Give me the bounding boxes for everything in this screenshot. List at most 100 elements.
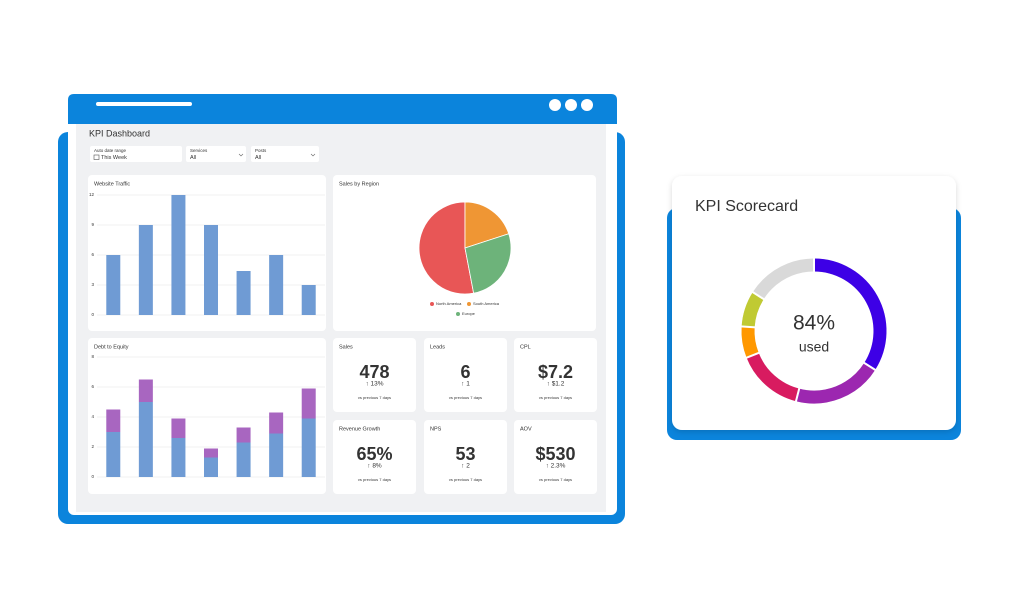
y-tick-label: 6 xyxy=(91,384,94,389)
pie-slice xyxy=(464,201,510,249)
filter-box[interactable] xyxy=(90,146,182,162)
kpi-title: AOV xyxy=(520,426,532,432)
filter-label: Auto date range xyxy=(94,148,127,153)
bar-segment xyxy=(138,402,153,477)
y-tick-label: 0 xyxy=(91,474,94,479)
kpi-cards: Sales 478↑ 13% vs previous 7 days Leads 6↑ 1… xyxy=(333,338,597,494)
window-dot xyxy=(565,99,577,111)
kpi-value: 53 xyxy=(455,444,475,464)
scorecard-card xyxy=(672,176,956,430)
bar-segment xyxy=(106,432,121,477)
y-tick-label: 8 xyxy=(91,354,94,359)
address-bar xyxy=(96,102,192,106)
bar-segment xyxy=(236,427,251,443)
kpi-card xyxy=(514,420,597,494)
kpi-value: 65% xyxy=(356,444,392,464)
bar-segment xyxy=(301,388,316,419)
kpi-title: Sales xyxy=(339,344,353,350)
kpi-value: 478 xyxy=(359,362,389,382)
filter-value: All xyxy=(255,155,261,161)
scorecard-caption: used xyxy=(799,339,829,355)
kpi-change: ↑ 2 xyxy=(461,463,470,470)
dashboard-title: KPI Dashboard xyxy=(89,128,150,138)
kpi-note: vs previous 7 days xyxy=(539,395,572,400)
y-tick-label: 0 xyxy=(91,312,94,317)
kpi-card xyxy=(333,420,416,494)
kpi-value: $530 xyxy=(535,444,575,464)
bar-segment xyxy=(171,418,186,438)
filter-label: Services xyxy=(190,148,208,153)
panel-title: Debt to Equity xyxy=(94,344,129,350)
bar-segment xyxy=(138,379,153,402)
bar-segment xyxy=(269,412,284,434)
bar-segment xyxy=(269,433,284,477)
donut-segment xyxy=(813,258,887,370)
donut-segment xyxy=(741,326,759,358)
legend-label: North America xyxy=(436,301,462,306)
panel-title: Sales by Region xyxy=(339,181,379,187)
pie-slice xyxy=(418,201,475,295)
bar xyxy=(301,285,316,315)
donut xyxy=(740,257,887,404)
y-tick-label: 6 xyxy=(91,252,94,257)
bar-segment xyxy=(204,457,218,477)
donut-gap xyxy=(794,387,801,403)
kpi-change: ↑ 1 xyxy=(461,381,470,388)
panel-title: Website Traffic xyxy=(94,181,130,187)
y-tick-label: 4 xyxy=(91,414,94,419)
filter-label: Posts xyxy=(255,148,267,153)
kpi-card xyxy=(333,338,416,412)
donut-gap xyxy=(751,290,766,301)
y-tick-label: 9 xyxy=(91,222,94,227)
filter-box[interactable] xyxy=(186,146,246,162)
pie-slice xyxy=(464,233,512,294)
donut-segment xyxy=(741,292,764,328)
y-tick-label: 2 xyxy=(91,444,94,449)
kpi-title: Revenue Growth xyxy=(339,426,380,432)
bar xyxy=(106,255,121,315)
kpi-title: CPL xyxy=(520,344,531,350)
kpi-card xyxy=(424,338,507,412)
kpi-note: vs previous 7 days xyxy=(358,395,391,400)
filter-box[interactable] xyxy=(251,146,319,162)
bar-segment xyxy=(171,438,186,477)
bar-segment xyxy=(236,442,251,477)
kpi-title: NPS xyxy=(430,426,442,432)
donut-segment xyxy=(746,352,800,402)
chevron xyxy=(238,153,244,157)
bar-segment xyxy=(301,418,316,477)
filter-value: This Week xyxy=(101,155,127,161)
kpi-card xyxy=(424,420,507,494)
window-dot xyxy=(581,99,593,111)
y-tick-label: 3 xyxy=(91,282,94,287)
donut-gap xyxy=(740,325,756,329)
bar xyxy=(204,225,218,315)
legend-swatch xyxy=(430,302,434,306)
kpi-title: Leads xyxy=(430,344,445,350)
legend-swatch xyxy=(456,312,460,316)
donut-gap xyxy=(745,351,760,359)
y-tick-label: 12 xyxy=(89,192,95,197)
kpi-note: vs previous 7 days xyxy=(358,477,391,482)
window-dot xyxy=(549,99,561,111)
filter-value: All xyxy=(190,155,196,161)
scorecard-value: 84% xyxy=(793,312,835,335)
kpi-change: ↑ 2.3% xyxy=(546,463,566,470)
bar xyxy=(269,255,284,315)
kpi-change: ↑ 13% xyxy=(365,381,383,388)
browser-header xyxy=(68,94,617,124)
donut-segment xyxy=(795,362,876,404)
legend-label: Europe xyxy=(462,311,476,316)
bar-segment xyxy=(204,448,218,458)
bar xyxy=(171,195,186,315)
calendar-icon xyxy=(93,154,100,160)
kpi-value: 6 xyxy=(460,362,470,382)
kpi-note: vs previous 7 days xyxy=(539,477,572,482)
legend-label: South America xyxy=(473,301,500,306)
filters: Auto date range This Week Services All P… xyxy=(90,146,319,162)
kpi-note: vs previous 7 days xyxy=(449,395,482,400)
bar-segment xyxy=(106,409,121,432)
kpi-card xyxy=(514,338,597,412)
